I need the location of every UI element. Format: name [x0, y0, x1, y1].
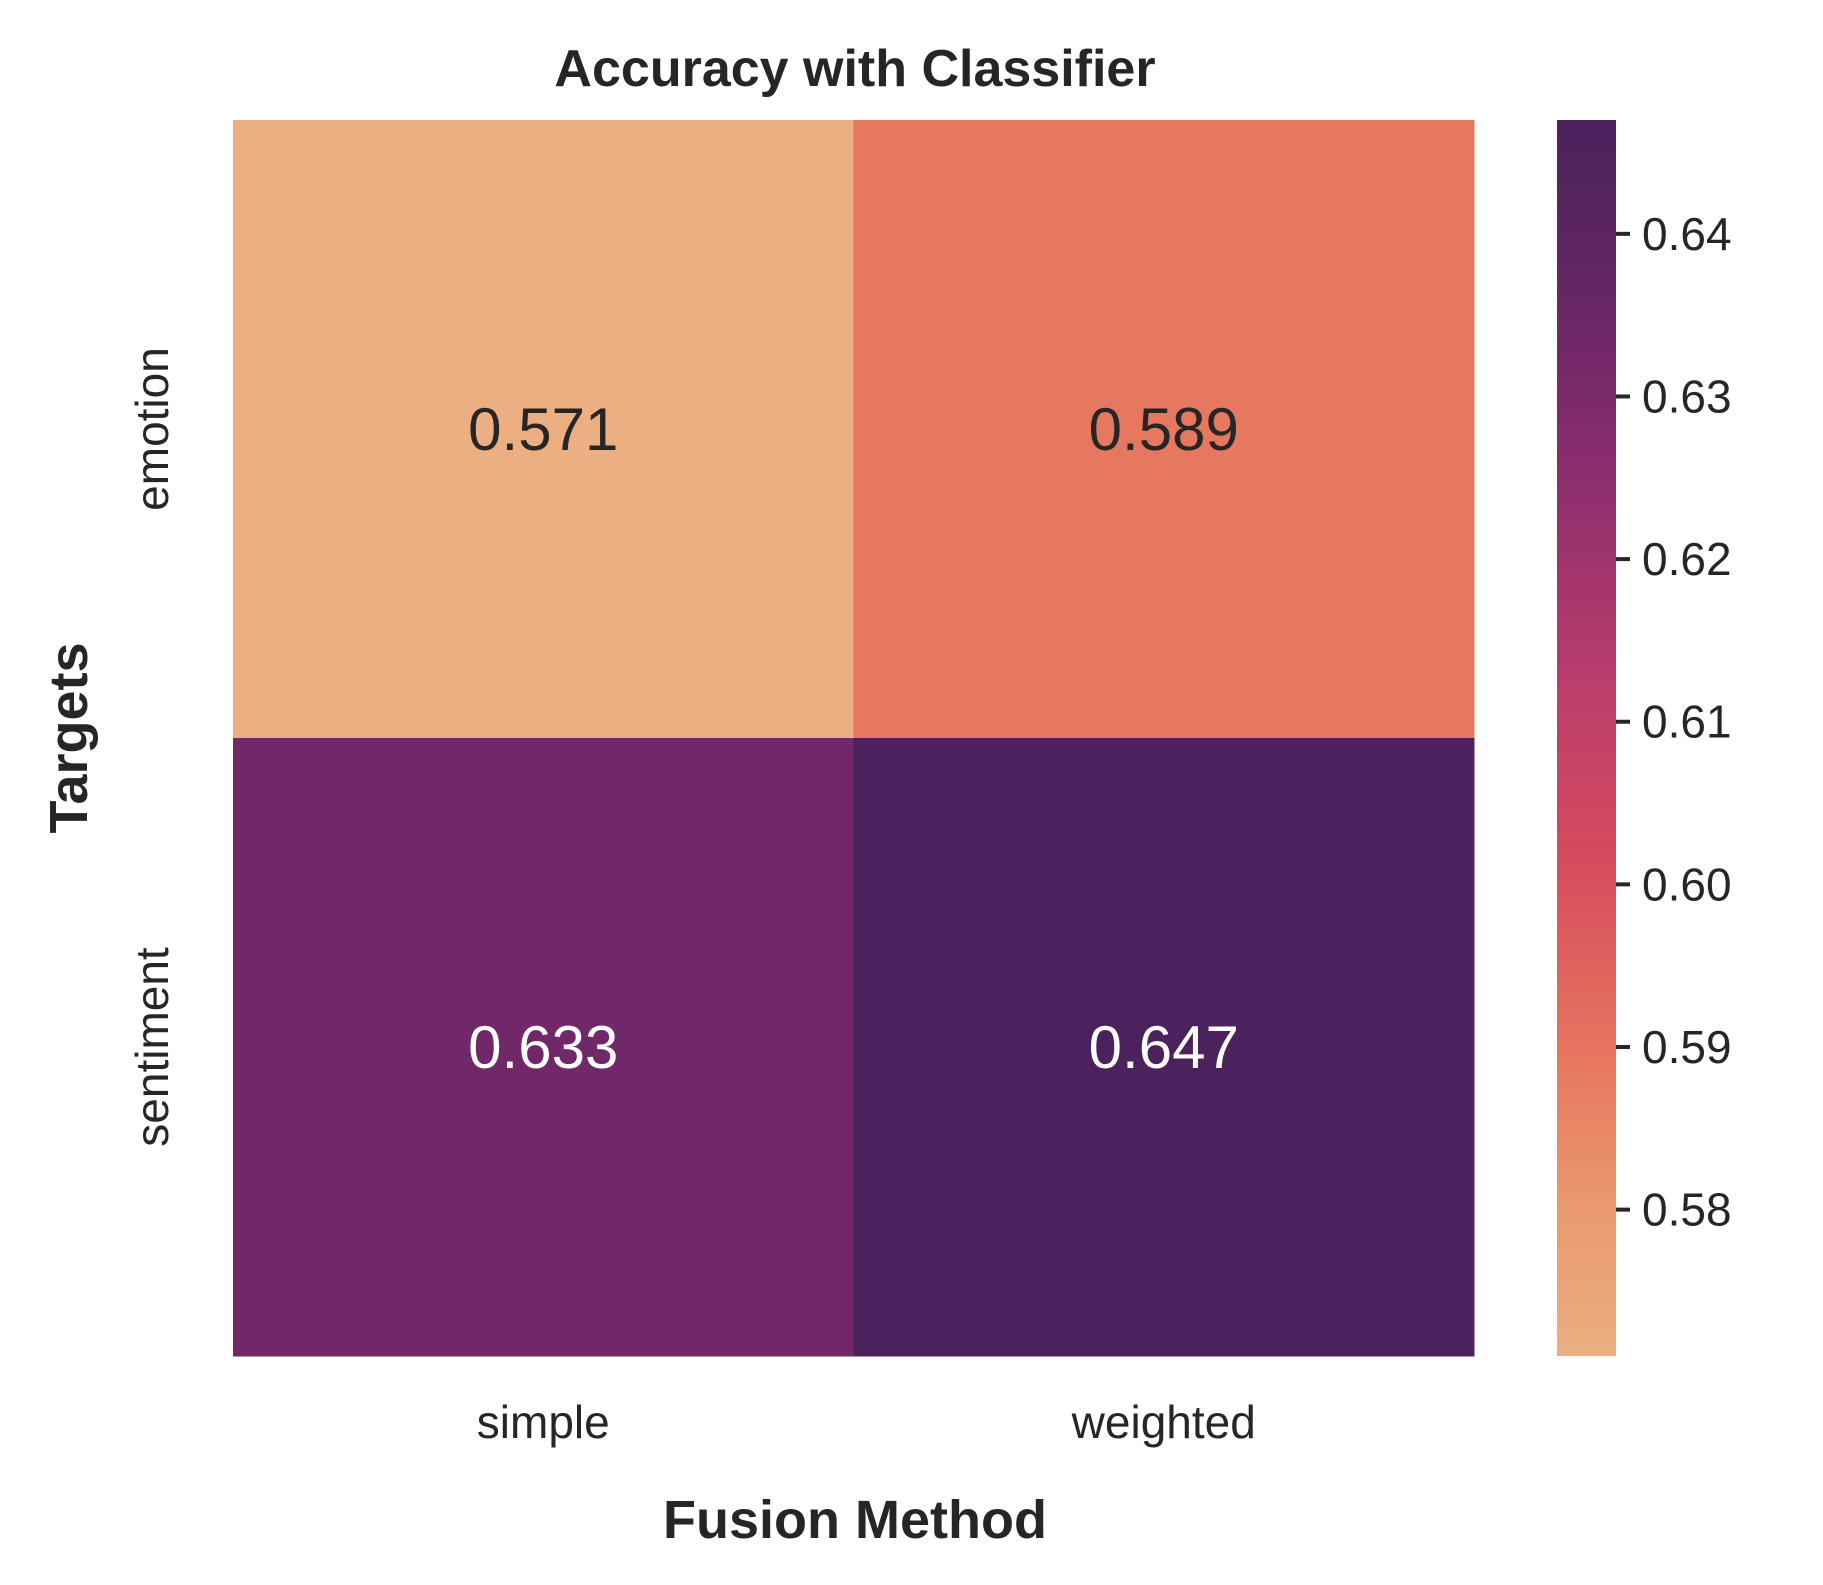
- colorbar-tick-label: 0.58: [1642, 1184, 1732, 1236]
- heatmap-cell-sentiment-weighted: [853, 738, 1475, 1357]
- x-tick-labels: simple weighted: [477, 1396, 1256, 1448]
- colorbar-tick-label: 0.61: [1642, 696, 1732, 748]
- x-axis-label: Fusion Method: [663, 1490, 1047, 1550]
- y-axis-label: Targets: [39, 642, 99, 833]
- y-tick-labels: emotion sentiment: [126, 347, 178, 1147]
- cell-value-label: 0.571: [468, 396, 618, 463]
- heatmap-cell-emotion-simple: [233, 120, 854, 739]
- colorbar-tick-label: 0.63: [1642, 370, 1732, 422]
- colorbar-tick-label: 0.62: [1642, 533, 1732, 585]
- cell-value-label: 0.647: [1089, 1014, 1239, 1081]
- colorbar-tick-label: 0.59: [1642, 1021, 1732, 1073]
- colorbar-tick-label: 0.60: [1642, 858, 1732, 910]
- heatmap-cells: 0.571 0.589 0.633 0.647: [233, 120, 1475, 1357]
- colorbar-tick-label: 0.64: [1642, 208, 1732, 260]
- colorbar-gradient: [1557, 120, 1616, 1356]
- x-tick-label: simple: [477, 1396, 610, 1448]
- y-tick-label: emotion: [126, 347, 178, 511]
- heatmap-cell-emotion-weighted: [853, 120, 1475, 739]
- colorbar: [1557, 120, 1616, 1356]
- cell-value-label: 0.589: [1089, 396, 1239, 463]
- cell-value-label: 0.633: [468, 1014, 618, 1081]
- heatmap-cell-sentiment-simple: [233, 738, 854, 1357]
- colorbar-ticks: 0.58 0.59 0.60 0.61 0.62 0.63 0.64: [1616, 208, 1732, 1236]
- chart-title: Accuracy with Classifier: [554, 40, 1155, 98]
- x-tick-label: weighted: [1071, 1396, 1256, 1448]
- y-tick-label: sentiment: [126, 947, 178, 1147]
